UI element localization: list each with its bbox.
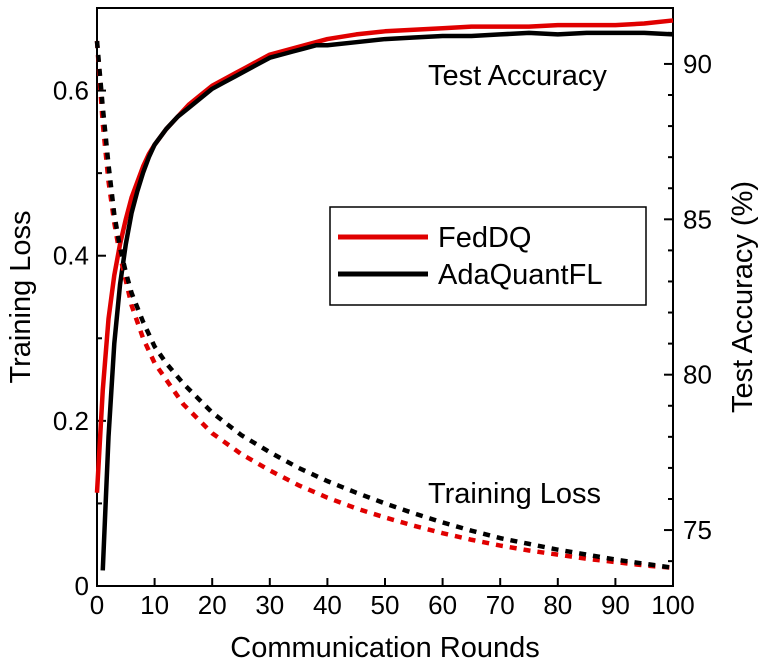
x-tick-label: 90	[601, 590, 630, 620]
legend-box	[329, 206, 647, 306]
right-y-tick-label: 75	[683, 515, 712, 545]
x-tick-label: 100	[651, 590, 694, 620]
legend: FedDQ AdaQuantFL	[329, 206, 647, 306]
right-y-tick-label: 90	[683, 49, 712, 79]
feddq-test-accuracy-line	[94, 18, 674, 493]
adaquantfl-test-accuracy-line	[100, 30, 674, 571]
left-y-tick-label: 0.2	[53, 406, 89, 436]
legend-label: AdaQuantFL	[438, 259, 602, 291]
left-y-tick-label: 0	[75, 571, 89, 601]
adaquantfl-training-loss-line	[94, 40, 674, 571]
x-axis-title: Communication Rounds	[230, 632, 539, 664]
test-accuracy-annotation: Test Accuracy	[428, 60, 607, 92]
x-tick-label: 60	[428, 590, 457, 620]
left-y-axis-title: Training Loss	[5, 210, 37, 383]
right-y-tick-label: 80	[683, 360, 712, 390]
x-tick-label: 0	[90, 590, 104, 620]
x-tick-label: 10	[140, 590, 169, 620]
left-y-tick-label: 0.4	[53, 241, 89, 271]
x-tick-label: 80	[543, 590, 572, 620]
left-y-tick-label: 0.6	[53, 76, 89, 106]
x-tick-label: 40	[313, 590, 342, 620]
right-y-tick-label: 85	[683, 204, 712, 234]
x-tick-label: 70	[486, 590, 515, 620]
x-tick-label: 50	[371, 590, 400, 620]
x-tick-label: 30	[255, 590, 284, 620]
legend-label: FedDQ	[438, 222, 531, 254]
training-loss-annotation: Training Loss	[428, 478, 601, 510]
right-y-axis-title: Test Accuracy (%)	[727, 181, 759, 413]
x-tick-label: 20	[198, 590, 227, 620]
